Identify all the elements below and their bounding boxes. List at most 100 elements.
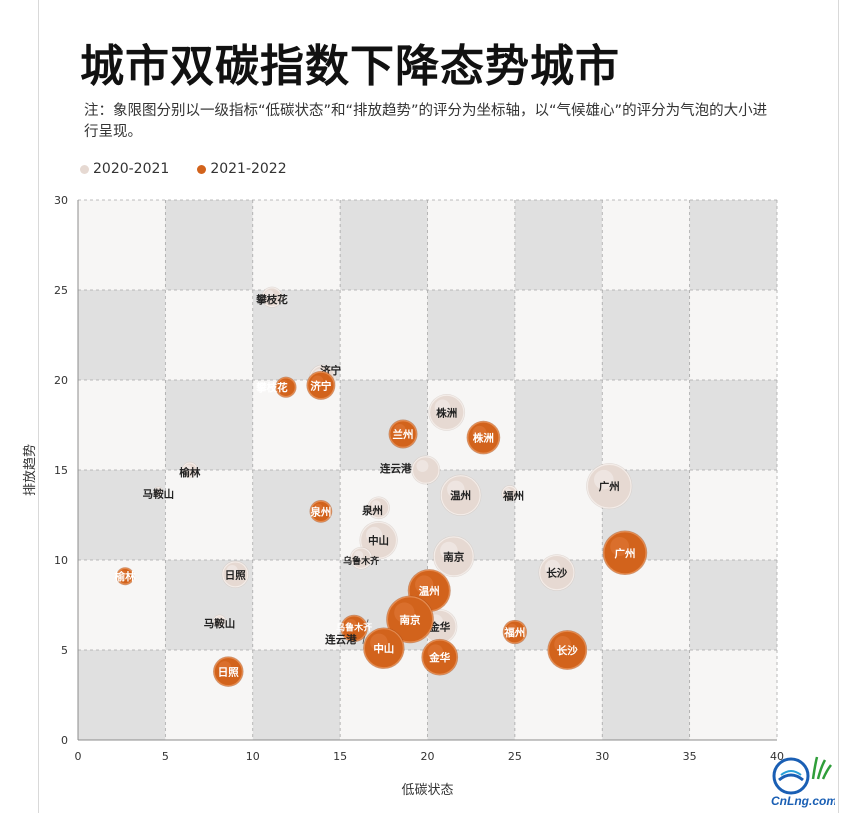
y-tick-label: 10 [54,554,68,567]
plot-cell [689,290,777,380]
legend-label: 2020-2021 [93,161,170,177]
x-tick-label: 10 [246,750,260,763]
plot-cell [165,290,253,380]
chart-title: 城市双碳指数下降态势城市 [80,41,620,92]
bubble-highlight [393,424,406,436]
bubble-label: 泉州 [361,504,383,517]
bubble-label: 乌鲁木齐 [343,555,380,567]
plot-cell [165,470,253,560]
frame-border-right [838,0,839,813]
plot-cell [689,470,777,560]
x-tick-label: 40 [770,750,784,763]
x-tick-label: 0 [75,750,82,763]
plot-cell [602,290,690,380]
bubble-label: 济宁 [310,379,331,392]
bubble-label: 连云港 [380,462,412,475]
plot-cell [427,200,515,290]
y-axis-title: 排放趋势 [22,444,38,496]
plot-cell [602,380,690,470]
cnlng-logo: CnLng.com [771,756,835,808]
bubble-label: 连云港 [325,633,357,646]
bubble-highlight [434,399,451,415]
x-tick-label: 25 [508,750,522,763]
bubble-highlight [610,537,630,556]
plot-cell [340,290,428,380]
bubble-highlight [472,425,487,440]
bubble-label: 榆林 [179,466,200,479]
bubble-label: 乌鲁木齐 [336,621,373,633]
plot-cell [165,380,253,470]
x-tick-label: 35 [683,750,697,763]
legend-marker-2021-2022 [197,164,207,174]
plot-cell [602,200,690,290]
plot-background [78,200,777,740]
bubble-label: 南京 [443,550,464,563]
x-axis-title: 低碳状态 [401,783,453,798]
bubble-label: 马鞍山 [204,617,236,630]
bubble-highlight [353,550,364,560]
bubble-label: 金华 [428,651,450,664]
plot-cell [689,650,777,740]
bubble-label: 广州 [599,480,620,493]
plot-cell [602,650,690,740]
bubble-highlight [504,488,512,495]
y-tick-label: 5 [61,644,68,657]
bubble-label: 金华 [428,621,450,634]
bubble-label: 攀枝花 [255,381,288,394]
y-tick-label: 20 [54,374,68,387]
bubble-highlight [345,619,357,631]
x-tick-label: 15 [333,750,347,763]
frame-border-left [38,0,39,813]
plot-cell [689,200,777,290]
bubble-label: 南京 [400,613,421,626]
bubble-highlight [119,570,127,578]
bubble-label: 温州 [450,489,471,502]
x-tick-label: 5 [162,750,169,763]
legend: 2020-2021 2021-2022 [80,161,315,177]
bubble-highlight [311,375,324,388]
bubble-highlight [218,661,232,674]
x-tick-label: 30 [595,750,609,763]
y-tick-label: 0 [61,734,68,747]
bubble-highlight [415,575,434,594]
bubble-label: 广州 [614,547,635,560]
bubble-highlight [226,565,238,577]
chart-note: 注：象限图分别以一级指标“低碳状态”和“排放趋势”的评分为坐标轴，以“气候雄心”… [84,103,768,140]
bubble-highlight [427,644,444,660]
plot-cell [252,560,341,650]
bubble-highlight [394,602,415,623]
bubble-label: 泉州 [309,505,331,518]
plot-cell [689,560,777,650]
plot-cell [427,290,515,380]
y-tick-label: 30 [54,194,68,207]
bubble-highlight [507,623,518,634]
legend-item-2021-2022[interactable]: 2021-2022 [197,161,287,177]
plot-cell [165,200,253,290]
bubble-label: 攀枝花 [255,293,288,306]
bubble-label: 中山 [368,534,389,547]
plot-cell [78,470,166,560]
plot-cell [78,200,166,290]
plot-cell [78,650,166,740]
plot-cell [514,380,603,470]
bubble-label: 中山 [373,642,394,655]
bubble-label: 株洲 [473,432,494,445]
bubble-label: 榆林 [115,570,136,583]
legend-label: 2021-2022 [210,161,287,177]
bubble-highlight [279,380,288,389]
bubble-highlight [593,469,614,490]
bubble-highlight [371,500,381,510]
bubble-label: 福州 [503,626,525,639]
plot-cell [689,380,777,470]
plot-cell [252,650,341,740]
bubble-highlight [313,503,323,513]
legend-item-2020-2021[interactable]: 2020-2021 [80,161,169,177]
bubble-highlight [544,559,561,576]
bubble-label: 株洲 [436,406,457,419]
plot-cell [78,380,166,470]
bubble-highlight [370,633,388,652]
bubble-label: 长沙 [557,644,578,657]
bubble-label: 长沙 [546,567,567,580]
